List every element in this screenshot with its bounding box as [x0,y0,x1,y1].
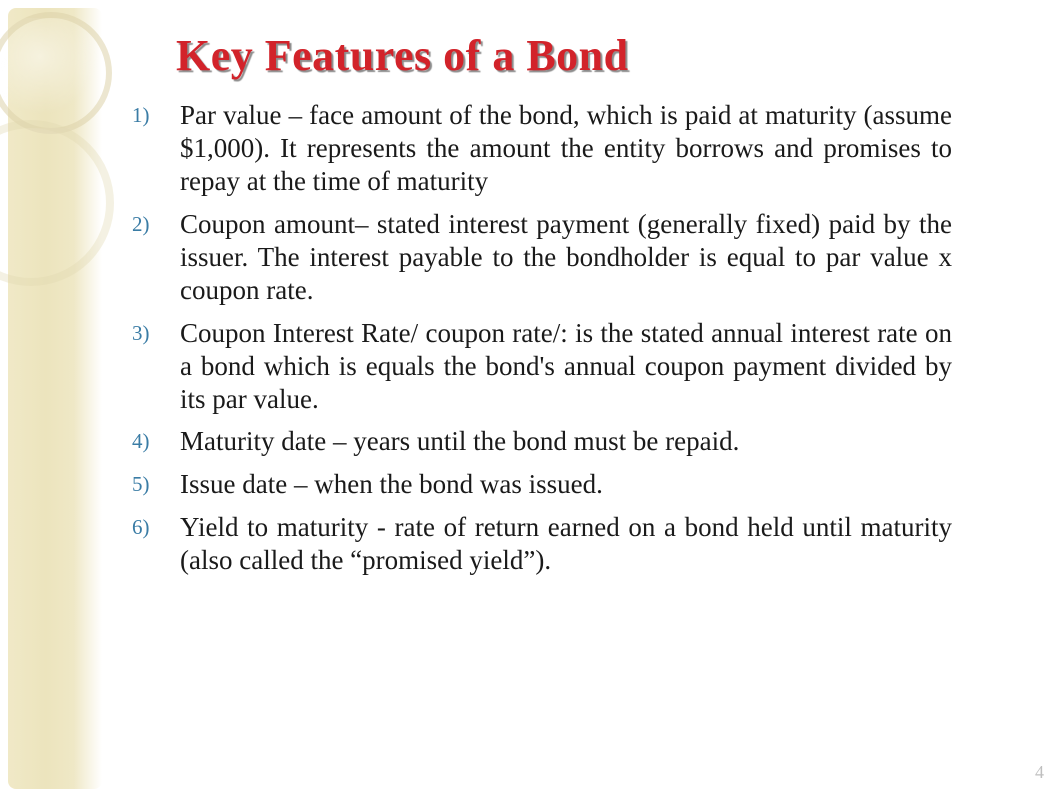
slide-title: Key Features of a Bond [176,30,952,81]
list-item: Coupon Interest Rate/ coupon rate/: is t… [132,317,952,416]
feature-list: Par value – face amount of the bond, whi… [132,99,952,577]
list-item-text: Coupon Interest Rate/ coupon rate/: is t… [180,318,952,414]
list-item: Yield to maturity - rate of return earne… [132,511,952,577]
list-item-text: Issue date – when the bond was issued. [180,469,603,499]
list-item: Par value – face amount of the bond, whi… [132,99,952,198]
list-item-text: Maturity date – years until the bond mus… [180,426,739,456]
decorative-sidebar [8,8,102,789]
list-item-text: Yield to maturity - rate of return earne… [180,512,952,575]
list-item-text: Par value – face amount of the bond, whi… [180,100,952,196]
list-item-text: Coupon amount– stated interest payment (… [180,209,952,305]
list-item: Maturity date – years until the bond mus… [132,425,952,458]
list-item: Coupon amount– stated interest payment (… [132,208,952,307]
slide-content: Key Features of a Bond Par value – face … [132,30,952,587]
page-number: 4 [1035,762,1044,783]
list-item: Issue date – when the bond was issued. [132,468,952,501]
